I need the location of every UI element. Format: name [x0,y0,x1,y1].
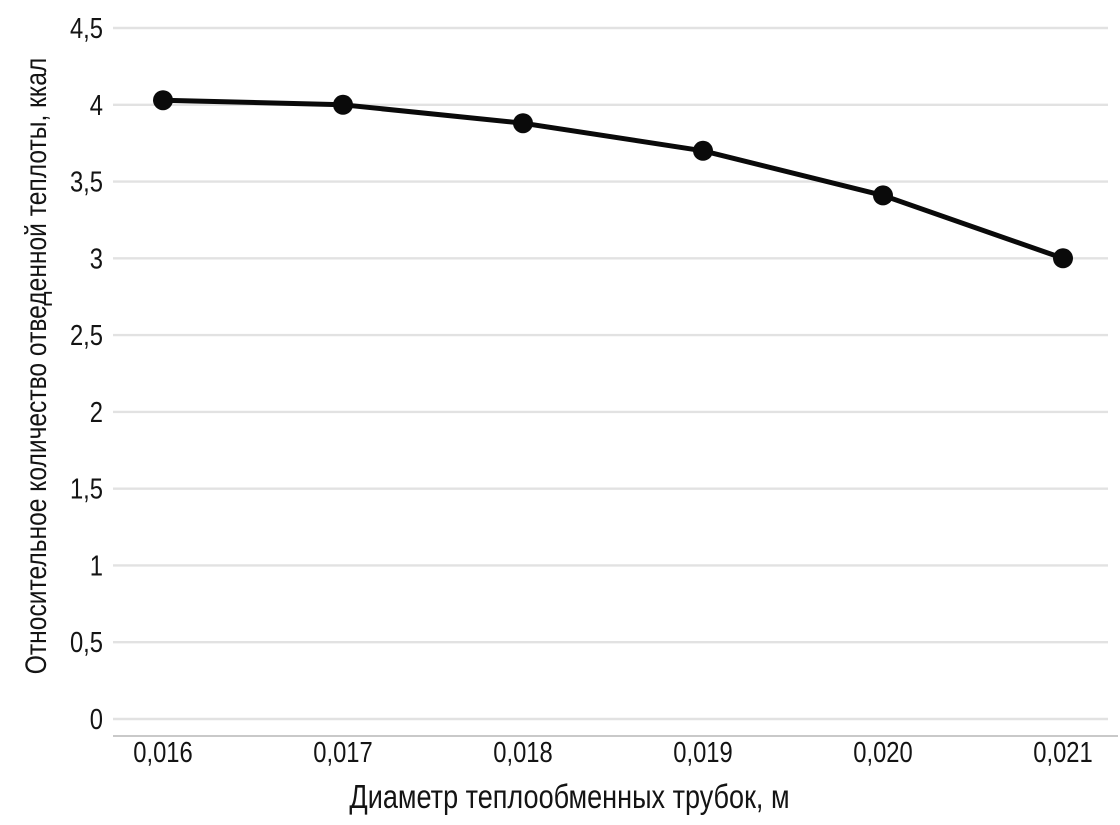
series-line [160,97,1066,261]
data-point [333,94,353,115]
y-tick-label: 1 [90,549,103,582]
y-tick-label: 2 [90,396,103,429]
data-point [693,140,713,161]
data-point [513,113,533,134]
x-tick-label: 0,019 [673,736,732,769]
y-tick-label: 4,5 [70,12,103,45]
x-axis-title: Диаметр теплообменных трубок, м [349,778,790,815]
y-tick-label: 1,5 [70,472,103,505]
x-tick-label: 0,017 [313,736,372,769]
y-tick-label: 3 [90,242,103,275]
data-point [1053,248,1073,269]
data-point [153,90,173,111]
y-tick-label: 0,5 [70,626,103,659]
x-tick-label: 0,020 [853,736,912,769]
y-tick-label: 4 [90,89,103,122]
y-tick-label: 3,5 [70,165,103,198]
x-tick-label: 0,018 [493,736,552,769]
data-point [873,185,893,206]
x-tick-label: 0,021 [1033,736,1092,769]
x-tick-label: 0,016 [133,736,192,769]
y-tick-label: 2,5 [70,319,103,352]
y-tick-label: 0 [90,703,103,736]
